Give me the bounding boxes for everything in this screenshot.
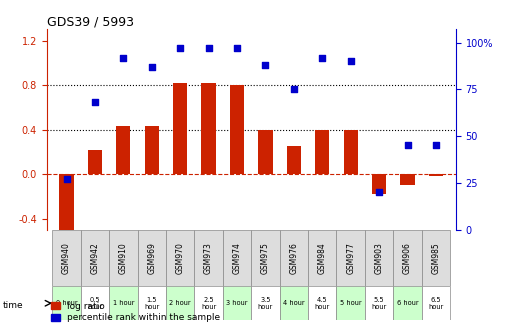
Text: GSM975: GSM975 [261, 242, 270, 274]
FancyBboxPatch shape [138, 230, 166, 286]
Point [290, 87, 298, 92]
Point [347, 59, 355, 64]
Bar [258, 129, 272, 174]
FancyBboxPatch shape [109, 230, 138, 286]
Text: 5.5
hour: 5.5 hour [371, 297, 387, 310]
Text: 0.5
hour: 0.5 hour [88, 297, 103, 310]
FancyBboxPatch shape [223, 286, 251, 320]
FancyBboxPatch shape [365, 230, 393, 286]
Bar [60, 174, 74, 232]
Point [404, 143, 412, 148]
Text: 2 hour: 2 hour [169, 300, 191, 306]
Point [233, 45, 241, 51]
Point [432, 143, 440, 148]
Point [119, 55, 127, 60]
FancyBboxPatch shape [166, 286, 194, 320]
Text: GSM903: GSM903 [375, 242, 384, 274]
FancyBboxPatch shape [109, 286, 138, 320]
Text: GSM969: GSM969 [147, 242, 156, 274]
FancyBboxPatch shape [393, 286, 422, 320]
Text: GSM942: GSM942 [91, 242, 99, 274]
Point [205, 45, 213, 51]
Bar [343, 129, 358, 174]
Text: 1 hour: 1 hour [112, 300, 134, 306]
Bar [202, 83, 215, 174]
Bar [372, 174, 386, 194]
FancyBboxPatch shape [308, 286, 337, 320]
FancyBboxPatch shape [280, 230, 308, 286]
Text: 4 hour: 4 hour [283, 300, 305, 306]
Text: GSM970: GSM970 [176, 242, 185, 274]
FancyBboxPatch shape [194, 230, 223, 286]
FancyBboxPatch shape [337, 286, 365, 320]
FancyBboxPatch shape [166, 230, 194, 286]
Text: GSM940: GSM940 [62, 242, 71, 274]
Text: GSM910: GSM910 [119, 242, 128, 274]
Text: 2.5
hour: 2.5 hour [201, 297, 216, 310]
Text: 1.5
hour: 1.5 hour [144, 297, 160, 310]
Point [375, 190, 383, 195]
FancyBboxPatch shape [393, 230, 422, 286]
FancyBboxPatch shape [81, 230, 109, 286]
Bar [315, 129, 329, 174]
FancyBboxPatch shape [280, 286, 308, 320]
FancyBboxPatch shape [52, 286, 81, 320]
Point [91, 100, 99, 105]
Bar [88, 149, 102, 174]
FancyBboxPatch shape [194, 286, 223, 320]
Bar [400, 174, 414, 185]
FancyBboxPatch shape [251, 286, 280, 320]
Text: 6.5
hour: 6.5 hour [428, 297, 443, 310]
FancyBboxPatch shape [251, 230, 280, 286]
Text: 3.5
hour: 3.5 hour [258, 297, 273, 310]
Bar [287, 146, 301, 174]
Point [176, 45, 184, 51]
Bar [116, 126, 131, 174]
Text: GSM976: GSM976 [290, 242, 298, 274]
Point [148, 64, 156, 69]
FancyBboxPatch shape [81, 286, 109, 320]
Text: 6 hour: 6 hour [397, 300, 419, 306]
Text: GSM906: GSM906 [403, 242, 412, 274]
Text: GSM985: GSM985 [431, 242, 440, 274]
FancyBboxPatch shape [223, 230, 251, 286]
FancyBboxPatch shape [422, 230, 450, 286]
Legend: log ratio, percentile rank within the sample: log ratio, percentile rank within the sa… [51, 302, 221, 322]
Bar [173, 83, 188, 174]
Text: GSM984: GSM984 [318, 242, 327, 274]
FancyBboxPatch shape [365, 286, 393, 320]
FancyBboxPatch shape [308, 230, 337, 286]
Text: 4.5
hour: 4.5 hour [314, 297, 330, 310]
Bar [230, 85, 244, 174]
Text: GSM977: GSM977 [346, 242, 355, 274]
Point [62, 177, 70, 182]
Bar [429, 174, 443, 176]
Point [318, 55, 326, 60]
FancyBboxPatch shape [138, 286, 166, 320]
FancyBboxPatch shape [337, 230, 365, 286]
Text: 0 hour: 0 hour [56, 300, 77, 306]
Text: GSM973: GSM973 [204, 242, 213, 274]
Point [261, 62, 269, 68]
Text: 3 hour: 3 hour [226, 300, 248, 306]
Text: time: time [3, 301, 23, 310]
Text: 5 hour: 5 hour [340, 300, 362, 306]
Text: GSM974: GSM974 [233, 242, 241, 274]
FancyBboxPatch shape [422, 286, 450, 320]
Text: GDS39 / 5993: GDS39 / 5993 [47, 15, 134, 28]
Bar [145, 126, 159, 174]
FancyBboxPatch shape [52, 230, 81, 286]
